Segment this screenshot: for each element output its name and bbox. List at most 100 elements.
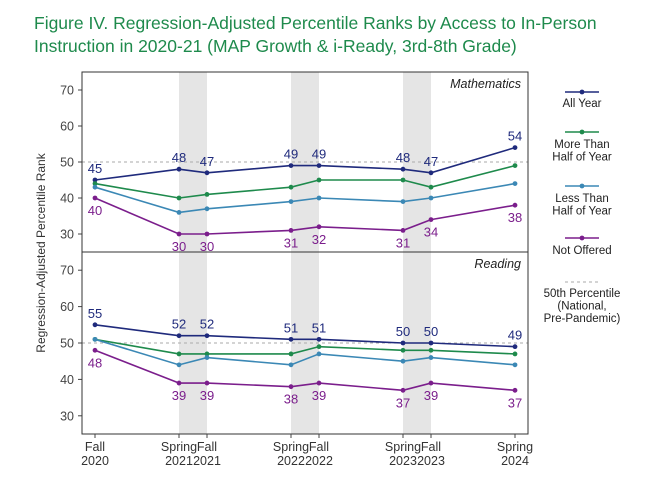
point-reading-not_offered-3: [204, 380, 210, 386]
x-tick-label-8-line-1: Spring: [497, 440, 533, 454]
y-tick-label-reading-50: 50: [60, 337, 74, 351]
data-label-reading-all_year-6: 50: [396, 324, 410, 339]
data-label-mathematics-all_year-3: 47: [200, 154, 214, 169]
point-mathematics-all_year-1: [92, 177, 98, 183]
point-reading-less_than_half-5: [316, 351, 322, 357]
data-label-mathematics-not_offered-5: 32: [312, 232, 326, 247]
legend-marker-not_offered: [579, 235, 585, 241]
y-tick-label-mathematics-40: 40: [60, 192, 74, 206]
data-label-mathematics-not_offered-1: 40: [88, 203, 102, 218]
legend-marker-all_year: [579, 89, 585, 95]
legend-label-all_year-line-1: All Year: [562, 98, 601, 110]
legend-label-reference-line-1: 50th Percentile: [544, 288, 621, 300]
point-mathematics-more_than_half-4: [288, 184, 294, 190]
point-mathematics-more_than_half-3: [204, 192, 210, 197]
data-label-mathematics-all_year-8: 54: [508, 129, 522, 144]
y-tick-label-reading-70: 70: [60, 264, 74, 278]
x-axis: Fall2020Spring2021Fall2021Spring2022Fall…: [81, 434, 533, 468]
series-line-reading-more_than_half: [94, 338, 516, 355]
data-label-reading-not_offered-7: 39: [424, 388, 438, 403]
point-mathematics-all_year-4: [288, 163, 294, 169]
data-label-mathematics-all_year-2: 48: [172, 150, 186, 165]
data-label-reading-not_offered-4: 38: [284, 392, 298, 407]
point-reading-all_year-5: [316, 336, 322, 342]
point-mathematics-less_than_half-8: [512, 181, 518, 187]
panel-reading: 30 40 50 60 70 55 52 52 51 51 50 50 49 48 39 39 38 39 37 39…: [60, 251, 529, 435]
x-tick-label-7-line-1: Fall: [421, 440, 441, 454]
point-reading-all_year-1: [92, 322, 98, 328]
y-axis-label: Regression-Adjusted Percentile Rank: [34, 152, 48, 352]
data-label-reading-not_offered-1: 48: [88, 355, 102, 370]
legend-label-reference-line-3: Pre-Pandemic): [544, 313, 621, 325]
panel-label-reading: Reading: [474, 257, 521, 271]
chart-title-line-1: Figure IV. Regression-Adjusted Percentil…: [34, 13, 597, 33]
point-mathematics-all_year-3: [204, 170, 210, 176]
point-reading-not_offered-7: [428, 380, 434, 386]
data-label-reading-all_year-5: 51: [312, 320, 326, 335]
point-reading-less_than_half-1: [92, 336, 98, 342]
legend-marker-more_than_half: [579, 129, 585, 135]
series-line-reading-less_than_half: [94, 338, 516, 366]
x-tick-label-2-line-2: 2021: [165, 454, 193, 468]
y-tick-label-mathematics-60: 60: [60, 120, 74, 134]
chart-title: Figure IV. Regression-Adjusted Percentil…: [34, 12, 639, 58]
series-line-mathematics-all_year: [94, 146, 516, 181]
point-mathematics-not_offered-1: [92, 195, 98, 201]
x-tick-label-1-line-2: 2020: [81, 454, 109, 468]
point-reading-less_than_half-2: [176, 362, 182, 368]
panel-frame-reading: [81, 251, 529, 435]
data-label-mathematics-not_offered-7: 34: [424, 225, 438, 240]
point-reading-more_than_half-7: [428, 347, 434, 353]
shaded-regions: [179, 72, 431, 434]
point-mathematics-more_than_half-7: [428, 184, 434, 190]
point-mathematics-more_than_half-1: [92, 181, 98, 187]
x-tick-label-1-line-1: Fall: [85, 440, 105, 454]
legend-label-more_than_half-line-1: More Than: [554, 139, 609, 151]
x-tick-label-5-line-1: Fall: [309, 440, 329, 454]
point-mathematics-all_year-6: [400, 166, 406, 172]
point-mathematics-not_offered-7: [428, 217, 434, 223]
series-line-reading-not_offered: [94, 349, 516, 392]
point-mathematics-less_than_half-7: [428, 195, 434, 201]
data-label-mathematics-all_year-4: 49: [284, 147, 298, 162]
point-mathematics-more_than_half-2: [176, 195, 182, 201]
point-mathematics-all_year-5: [316, 163, 322, 169]
data-label-mathematics-not_offered-6: 31: [396, 235, 410, 250]
point-reading-not_offered-4: [288, 384, 294, 390]
y-tick-label-reading-40: 40: [60, 373, 74, 387]
point-mathematics-less_than_half-1: [92, 184, 98, 190]
point-mathematics-not_offered-8: [512, 202, 518, 208]
point-reading-less_than_half-8: [512, 362, 518, 368]
data-label-reading-not_offered-5: 39: [312, 388, 326, 403]
y-tick-label-mathematics-70: 70: [60, 84, 74, 98]
data-label-reading-all_year-7: 50: [424, 324, 438, 339]
point-reading-all_year-2: [176, 333, 182, 339]
legend-label-less_than_half-line-1: Less Than: [555, 193, 609, 205]
point-mathematics-less_than_half-3: [204, 206, 210, 212]
data-label-reading-all_year-2: 52: [172, 317, 186, 332]
point-mathematics-less_than_half-6: [400, 199, 406, 205]
point-mathematics-not_offered-4: [288, 228, 294, 233]
series-line-reading-all_year: [94, 324, 516, 348]
x-tick-label-6-line-2: 2023: [389, 454, 417, 468]
point-reading-more_than_half-3: [204, 351, 210, 357]
panel-label-mathematics: Mathematics: [450, 77, 521, 91]
x-tick-label-4-line-2: 2022: [277, 454, 305, 468]
legend-marker-less_than_half: [579, 183, 585, 189]
point-reading-all_year-4: [288, 336, 294, 342]
series-line-mathematics-not_offered: [94, 197, 516, 235]
data-label-reading-all_year-3: 52: [200, 317, 214, 332]
legend-label-reference-line-2: (National,: [557, 301, 606, 313]
data-label-mathematics-not_offered-8: 38: [508, 210, 522, 225]
point-mathematics-all_year-2: [176, 166, 182, 172]
x-tick-label-3-line-1: Fall: [197, 440, 217, 454]
data-label-mathematics-not_offered-2: 30: [172, 239, 186, 254]
point-reading-more_than_half-8: [512, 351, 518, 357]
point-reading-less_than_half-4: [288, 362, 294, 368]
chart-title-line-2: Instruction in 2020-21 (MAP Growth & i-R…: [34, 36, 517, 56]
y-tick-label-reading-60: 60: [60, 300, 74, 314]
point-reading-more_than_half-4: [288, 351, 294, 357]
point-reading-all_year-6: [400, 340, 406, 346]
point-reading-all_year-7: [428, 340, 434, 346]
